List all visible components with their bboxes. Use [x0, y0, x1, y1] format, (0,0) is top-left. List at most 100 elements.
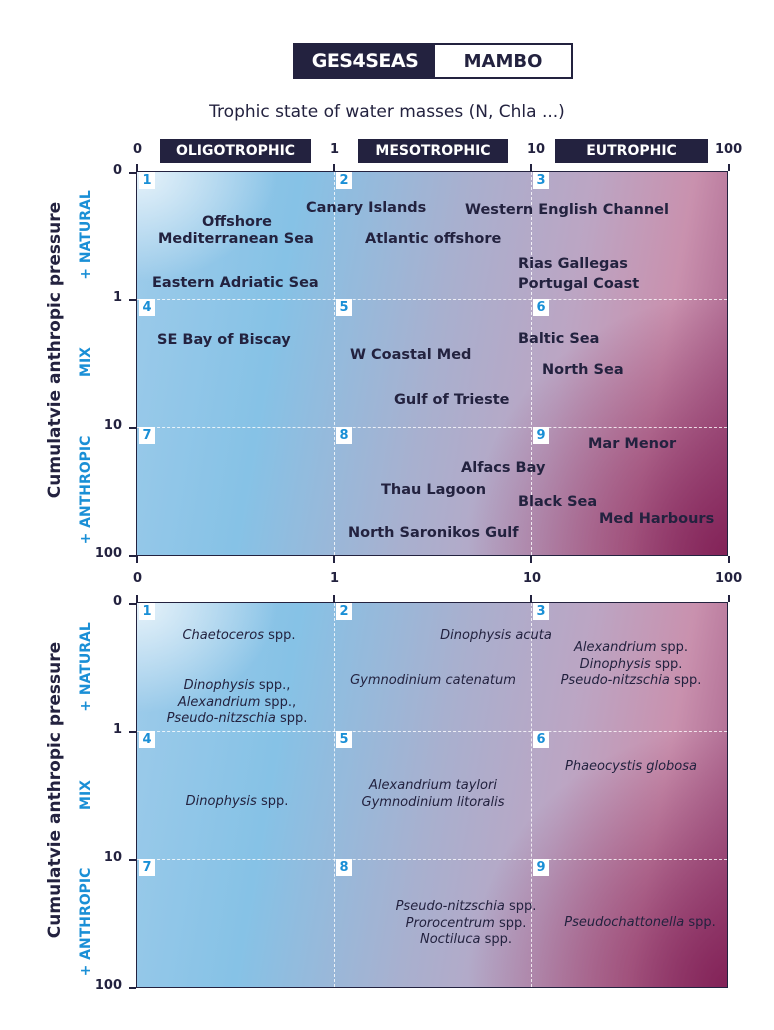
zone-label-anthropic: + ANTHROPIC [78, 867, 94, 977]
y-tick-label: 10 [103, 418, 122, 433]
species-name: Noctiluca spp. [396, 932, 537, 949]
y-axis-title: Cumulatvie anthropic pressure [45, 641, 65, 939]
cell-number: 8 [336, 859, 352, 876]
site-label: Rias Gallegas [518, 256, 628, 272]
species-genus: Pseudochattonella [564, 915, 685, 930]
species-genus: Phaeocystis globosa [565, 759, 697, 774]
species-genus: Dinophysis acuta [440, 628, 552, 643]
site-label: Canary Islands [306, 200, 427, 216]
species-group: Pseudochattonella spp. [564, 915, 716, 932]
species-group: Dinophysis spp., Alexandrium spp., Pseudo-… [167, 678, 308, 728]
site-label: Baltic Sea [518, 331, 600, 347]
species-name: Alexandrium spp., [167, 695, 308, 712]
logo-ges4seas: GES4SEAS [295, 45, 435, 77]
species-genus: Alexandrium taylori [369, 778, 497, 793]
x-tick-mark [136, 164, 138, 171]
cell-number: 4 [139, 299, 155, 316]
site-label: Offshore [202, 214, 272, 230]
species-suffix: spp. [650, 656, 683, 672]
species-name: Pseudo-nitzschia spp. [396, 899, 537, 916]
zone-label-mix: MIX [78, 347, 94, 377]
x-tick-mark [136, 595, 138, 602]
species-group: Alexandrium taylori Gymnodinium litoralis [362, 778, 505, 811]
species-suffix: spp. [684, 915, 716, 930]
bottom-panel-species: 1 2 3 4 5 6 7 8 9 [136, 602, 728, 988]
site-label: Mar Menor [588, 436, 677, 452]
x-tick-mark [530, 164, 532, 171]
species-name: Pseudo-nitzschia spp. [561, 673, 702, 690]
x-tick-label: 1 [330, 142, 340, 157]
category-oligotrophic: OLIGOTROPHIC [160, 139, 311, 163]
x-tick-label: 100 [715, 142, 743, 157]
species-name: Prorocentrum spp. [396, 916, 537, 933]
species-group: Dinophysis acuta [440, 628, 552, 645]
species-name: Gymnodinium catenatum [350, 673, 516, 690]
x-tick-mark [728, 595, 730, 602]
site-label: SE Bay of Biscay [157, 332, 291, 348]
species-suffix: spp., [260, 694, 297, 710]
zone-label-mix: MIX [78, 780, 94, 810]
species-genus: Prorocentrum [405, 915, 495, 931]
x-axis-title: Trophic state of water masses (N, Chla .… [209, 102, 565, 122]
x-tick-mark [333, 556, 335, 563]
grid-line [137, 859, 727, 860]
species-suffix: spp. [669, 673, 702, 688]
y-tick-label: 10 [103, 850, 122, 865]
species-genus: Gymnodinium litoralis [361, 794, 505, 810]
x-tick-mark [728, 556, 730, 563]
y-axis-title: Cumulatvie anthropic pressure [45, 201, 65, 499]
y-tick-label: 100 [94, 978, 122, 993]
species-genus: Dinophysis [183, 678, 255, 693]
x-tick-label: 100 [715, 571, 743, 586]
y-tick-label: 1 [112, 722, 122, 737]
cell-number: 3 [533, 172, 549, 189]
species-group: Phaeocystis globosa [565, 759, 697, 776]
grid-line [137, 731, 727, 732]
species-group: Dinophysis spp. [186, 794, 289, 811]
species-suffix: spp. [264, 628, 296, 643]
site-label: Atlantic offshore [365, 231, 502, 247]
x-tick-mark [333, 164, 335, 171]
species-suffix: spp. [494, 915, 527, 931]
grid-line [137, 299, 727, 300]
x-tick-mark [530, 556, 532, 563]
species-genus: Chaetoceros [182, 628, 265, 643]
cell-number: 6 [533, 299, 549, 316]
cell-number: 9 [533, 427, 549, 444]
site-label: Gulf of Trieste [394, 392, 510, 408]
y-tick-label: 0 [112, 163, 122, 178]
site-label: Thau Lagoon [381, 482, 487, 498]
y-tick-mark [129, 555, 136, 557]
species-genus: Noctiluca [419, 932, 481, 947]
cell-number: 5 [336, 731, 352, 748]
grid-line [137, 427, 727, 428]
y-tick-mark [129, 299, 136, 301]
species-genus: Pseudo-nitzschia [166, 711, 276, 726]
zone-label-natural: + NATURAL [78, 190, 94, 280]
site-label: W Coastal Med [350, 347, 472, 363]
site-label: Alfacs Bay [461, 460, 546, 476]
cell-number: 9 [533, 859, 549, 876]
species-suffix: spp. [504, 899, 537, 914]
species-genus: Alexandrium [573, 640, 657, 655]
species-name: Dinophysis spp., [167, 678, 308, 695]
species-name: Phaeocystis globosa [565, 759, 697, 776]
cell-number: 8 [336, 427, 352, 444]
species-name: Dinophysis spp. [561, 657, 702, 674]
logo-mambo: MAMBO [463, 50, 543, 72]
cell-number: 4 [139, 731, 155, 748]
cell-number: 2 [336, 172, 352, 189]
species-name: Chaetoceros spp. [182, 628, 295, 645]
species-name: Pseudo-nitzschia spp. [167, 711, 308, 728]
species-group: Alexandrium spp. Dinophysis spp. Pseudo-ni… [561, 640, 702, 690]
zone-label-natural: + NATURAL [78, 622, 94, 712]
y-tick-mark [129, 987, 136, 989]
y-tick-mark [129, 427, 136, 429]
species-name: Alexandrium spp. [561, 640, 702, 657]
cell-number: 5 [336, 299, 352, 316]
cell-number: 1 [139, 172, 155, 189]
grid-line [531, 603, 532, 987]
species-suffix: spp., [254, 678, 291, 693]
species-suffix: spp. [275, 711, 308, 726]
